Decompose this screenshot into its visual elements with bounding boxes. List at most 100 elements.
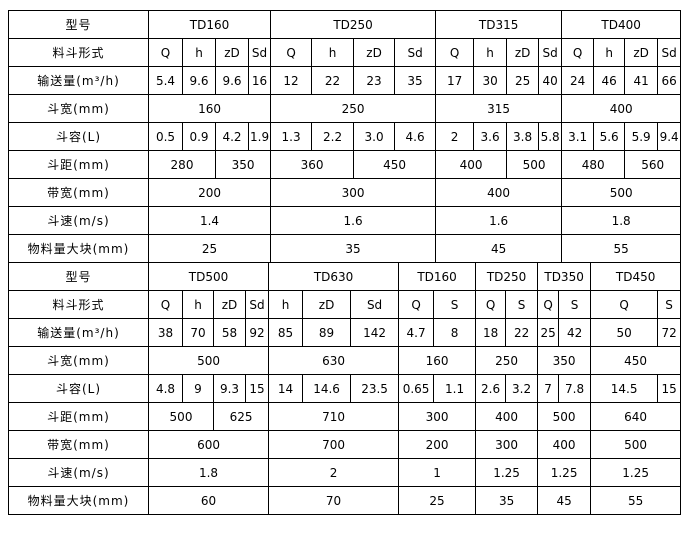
table-cell: 500 — [506, 150, 563, 179]
row-label: 带宽(mm) — [8, 430, 149, 459]
table-cell: 2 — [435, 122, 475, 151]
table-cell: TD160 — [398, 262, 477, 291]
table-cell: 360 — [270, 150, 355, 179]
table-cell: 25 — [506, 66, 540, 95]
table-cell: 142 — [350, 318, 400, 347]
table-cell: 23.5 — [350, 374, 400, 403]
row-label: 斗容(L) — [8, 122, 149, 151]
table-cell: 38 — [148, 318, 183, 347]
table-cell: TD350 — [537, 262, 592, 291]
table-cell: 7.8 — [558, 374, 592, 403]
table-cell: 5.4 — [148, 66, 183, 95]
table-cell: TD630 — [268, 262, 400, 291]
table-cell: 1.25 — [590, 458, 682, 487]
row-label: 斗宽(mm) — [8, 94, 149, 123]
table-cell: 1.3 — [270, 122, 313, 151]
table-row: 带宽(mm) 200 300 400 500 — [8, 178, 682, 207]
table-cell: 15 — [657, 374, 682, 403]
row-label: 型号 — [8, 262, 149, 291]
table-cell: 200 — [398, 430, 477, 459]
row-label: 物料量大块(mm) — [8, 486, 149, 515]
table-cell: 25 — [537, 318, 560, 347]
table-cell: 500 — [147, 346, 270, 375]
table-cell: 300 — [398, 402, 477, 431]
table-cell: 4.6 — [394, 122, 437, 151]
table-cell: 25 — [398, 486, 477, 515]
table-cell: 9.4 — [657, 122, 682, 151]
row-label: 斗容(L) — [8, 374, 149, 403]
table-row: 斗宽(mm) 160 250 315 400 — [8, 94, 682, 123]
row-label: 带宽(mm) — [8, 178, 149, 207]
table-cell: h — [593, 38, 626, 67]
table-cell: 3.1 — [561, 122, 595, 151]
table-cell: Q — [148, 290, 183, 319]
table-cell: 4.7 — [398, 318, 435, 347]
table-cell: 315 — [435, 94, 563, 123]
table-cell: TD500 — [147, 262, 270, 291]
table-cell: 1 — [398, 458, 477, 487]
table-cell: 12 — [270, 66, 313, 95]
table-cell: 23 — [353, 66, 396, 95]
table-cell: TD400 — [561, 10, 682, 39]
table-cell: 1.8 — [561, 206, 682, 235]
row-label: 斗宽(mm) — [8, 346, 149, 375]
table-cell: Q — [435, 38, 475, 67]
table-cell: Sd — [394, 38, 437, 67]
table-cell: 35 — [394, 66, 437, 95]
table-cell: zD — [624, 38, 659, 67]
table-cell: 400 — [537, 430, 592, 459]
table-cell: 60 — [147, 486, 270, 515]
table-cell: zD — [506, 38, 540, 67]
table-cell: S — [505, 290, 539, 319]
table-cell: 3.2 — [505, 374, 539, 403]
table-cell: 400 — [561, 94, 682, 123]
table-cell: 300 — [270, 178, 437, 207]
table-cell: 40 — [538, 66, 563, 95]
table-cell: 58 — [213, 318, 246, 347]
table-cell: 300 — [475, 430, 539, 459]
table-cell: 24 — [561, 66, 595, 95]
table-cell: 450 — [590, 346, 682, 375]
row-label: 斗速(m/s) — [8, 206, 149, 235]
table-cell: 45 — [537, 486, 592, 515]
table-cell: 16 — [247, 66, 272, 95]
table-cell: Sd — [244, 290, 270, 319]
table-cell: 3.8 — [506, 122, 540, 151]
table-row: 输送量(m³/h) 38 70 58 92 85 89 142 4.7 8 18 22 25 42 50 72 — [8, 318, 682, 347]
table-cell: 5.8 — [538, 122, 563, 151]
table-cell: zD — [215, 38, 249, 67]
table-cell: 42 — [558, 318, 592, 347]
table-cell: 480 — [561, 150, 626, 179]
table-cell: TD160 — [147, 10, 272, 39]
table-cell: S — [657, 290, 682, 319]
table-cell: zD — [302, 290, 352, 319]
table-cell: 5.9 — [624, 122, 659, 151]
table-cell: 250 — [475, 346, 539, 375]
table-cell: 89 — [302, 318, 352, 347]
table-row: 带宽(mm) 600 700 200 300 400 500 — [8, 430, 682, 459]
table-cell: 200 — [147, 178, 272, 207]
table-cell: TD250 — [270, 10, 437, 39]
table-row: 型号 TD160 TD250 TD315 TD400 — [8, 10, 682, 39]
table-cell: TD450 — [590, 262, 682, 291]
table-cell: 92 — [244, 318, 270, 347]
table-cell: 25 — [147, 234, 272, 263]
table-row: 型号 TD500 TD630 TD160 TD250 TD350 TD450 — [8, 262, 682, 291]
table-cell: 600 — [147, 430, 270, 459]
table-cell: 2 — [268, 458, 400, 487]
row-label: 物料量大块(mm) — [8, 234, 149, 263]
table-cell: 0.65 — [398, 374, 435, 403]
table-cell: 70 — [182, 318, 214, 347]
row-label: 斗距(mm) — [8, 150, 149, 179]
table-cell: 1.6 — [435, 206, 563, 235]
table-cell: h — [182, 38, 216, 67]
table-cell: zD — [213, 290, 246, 319]
table-cell: 85 — [268, 318, 304, 347]
row-label: 输送量(m³/h) — [8, 66, 149, 95]
